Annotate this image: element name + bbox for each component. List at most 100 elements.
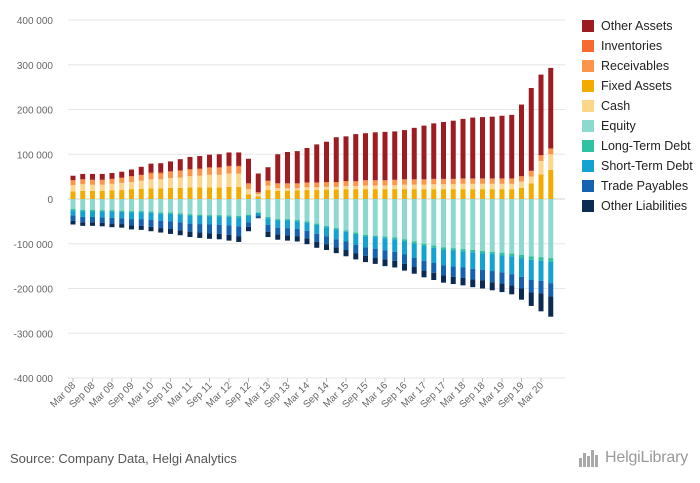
bar-segment [392, 260, 398, 268]
legend-item[interactable]: Trade Payables [582, 176, 693, 196]
bar-segment [324, 199, 329, 226]
bar-segment [343, 189, 349, 199]
bar-segment [324, 244, 329, 251]
bar-segment [441, 199, 446, 248]
legend-item[interactable]: Other Assets [582, 16, 693, 36]
bar-segment [470, 279, 476, 288]
bar-segment [187, 187, 193, 199]
bar-segment [138, 166, 144, 175]
bar-segment [148, 188, 154, 199]
bar-segment [499, 252, 505, 256]
legend-item[interactable]: Fixed Assets [582, 76, 693, 96]
bar-segment [168, 213, 173, 222]
y-tick-label: 100 000 [17, 150, 54, 161]
legend-item[interactable]: Equity [582, 116, 693, 136]
bar-segment [109, 211, 115, 218]
bar-segment [148, 163, 154, 173]
bar-segment [187, 231, 193, 238]
bar-segment [226, 225, 232, 235]
bar-segment [333, 229, 339, 240]
bar-segment [129, 219, 134, 226]
bar-segment [99, 184, 105, 191]
legend-swatch [582, 180, 594, 192]
bar-segment [460, 183, 466, 190]
bar-segment [148, 199, 154, 212]
bar-segment [528, 199, 534, 257]
bar-segment [470, 178, 476, 184]
bar-segment [90, 222, 95, 226]
bar-segment [538, 280, 544, 294]
bar-segment [168, 177, 173, 188]
bar-segment [275, 190, 281, 199]
bar-segment [343, 199, 349, 231]
bar-segment [285, 199, 290, 220]
bar-segment [421, 199, 427, 244]
legend-item[interactable]: Inventories [582, 36, 693, 56]
library-books-icon [579, 449, 601, 467]
bar-segment [519, 258, 524, 277]
bar-segment [411, 184, 417, 190]
bar-segment [216, 187, 222, 199]
helgi-library-logo[interactable]: HelgiLibrary [579, 449, 688, 467]
bar-segment [158, 163, 164, 173]
bar-segment [226, 165, 232, 167]
bar-segment [392, 180, 398, 186]
bar-segment [129, 199, 134, 212]
bar-segment [275, 219, 281, 221]
bar-segment [519, 254, 524, 259]
legend-swatch [582, 120, 594, 132]
legend-item[interactable]: Cash [582, 96, 693, 116]
bar-segment [294, 221, 300, 229]
bar-segment [80, 209, 86, 212]
bar-segment [148, 226, 154, 232]
bar-segment [138, 199, 144, 212]
legend-swatch [582, 80, 594, 92]
bar-segment [285, 219, 290, 221]
bar-segment [304, 199, 310, 222]
bar-segment [411, 189, 417, 199]
bar-segment [450, 248, 456, 251]
bar-segment [207, 187, 212, 199]
bar-segment [294, 220, 300, 222]
bar-segment [538, 174, 544, 199]
legend-item[interactable]: Short-Term Debt [582, 156, 693, 176]
bar-segment [353, 199, 359, 233]
bar-segment [519, 104, 524, 177]
bar-segment [216, 215, 222, 217]
bar-segment [294, 236, 300, 242]
legend-item[interactable]: Other Liabilities [582, 196, 693, 216]
bar-segment [382, 236, 388, 239]
bar-segment [382, 180, 388, 186]
bar-segment [197, 156, 203, 169]
y-tick-label: -100 000 [14, 240, 54, 251]
bar-segment [285, 183, 290, 189]
bar-segment [304, 238, 310, 245]
bar-segment [411, 241, 417, 244]
bar-segment [480, 280, 485, 289]
legend-item[interactable]: Receivables [582, 56, 693, 76]
bar-segment [207, 174, 212, 188]
bar-segment [333, 137, 339, 182]
bar-segment [519, 176, 524, 182]
bar-segment [138, 219, 144, 226]
legend-item[interactable]: Long-Term Debt [582, 136, 693, 156]
legend-label: Equity [601, 119, 636, 133]
bar-segment [168, 228, 173, 234]
bar-segment [109, 173, 115, 179]
bar-segment [421, 179, 427, 185]
bar-segment [255, 217, 261, 219]
bar-segment [343, 231, 349, 242]
bar-segment [246, 222, 251, 227]
y-tick-label: -300 000 [14, 329, 54, 340]
legend-swatch [582, 100, 594, 112]
bar-segment [285, 188, 290, 191]
bar-segment [285, 152, 290, 184]
bar-segment [421, 270, 427, 278]
bar-segment [70, 210, 76, 216]
bar-segment [294, 199, 300, 221]
bar-segment [197, 224, 203, 233]
bar-segment [236, 166, 242, 174]
bar-segment [246, 194, 251, 199]
bar-segment [129, 212, 134, 220]
bar-segment [216, 216, 222, 225]
